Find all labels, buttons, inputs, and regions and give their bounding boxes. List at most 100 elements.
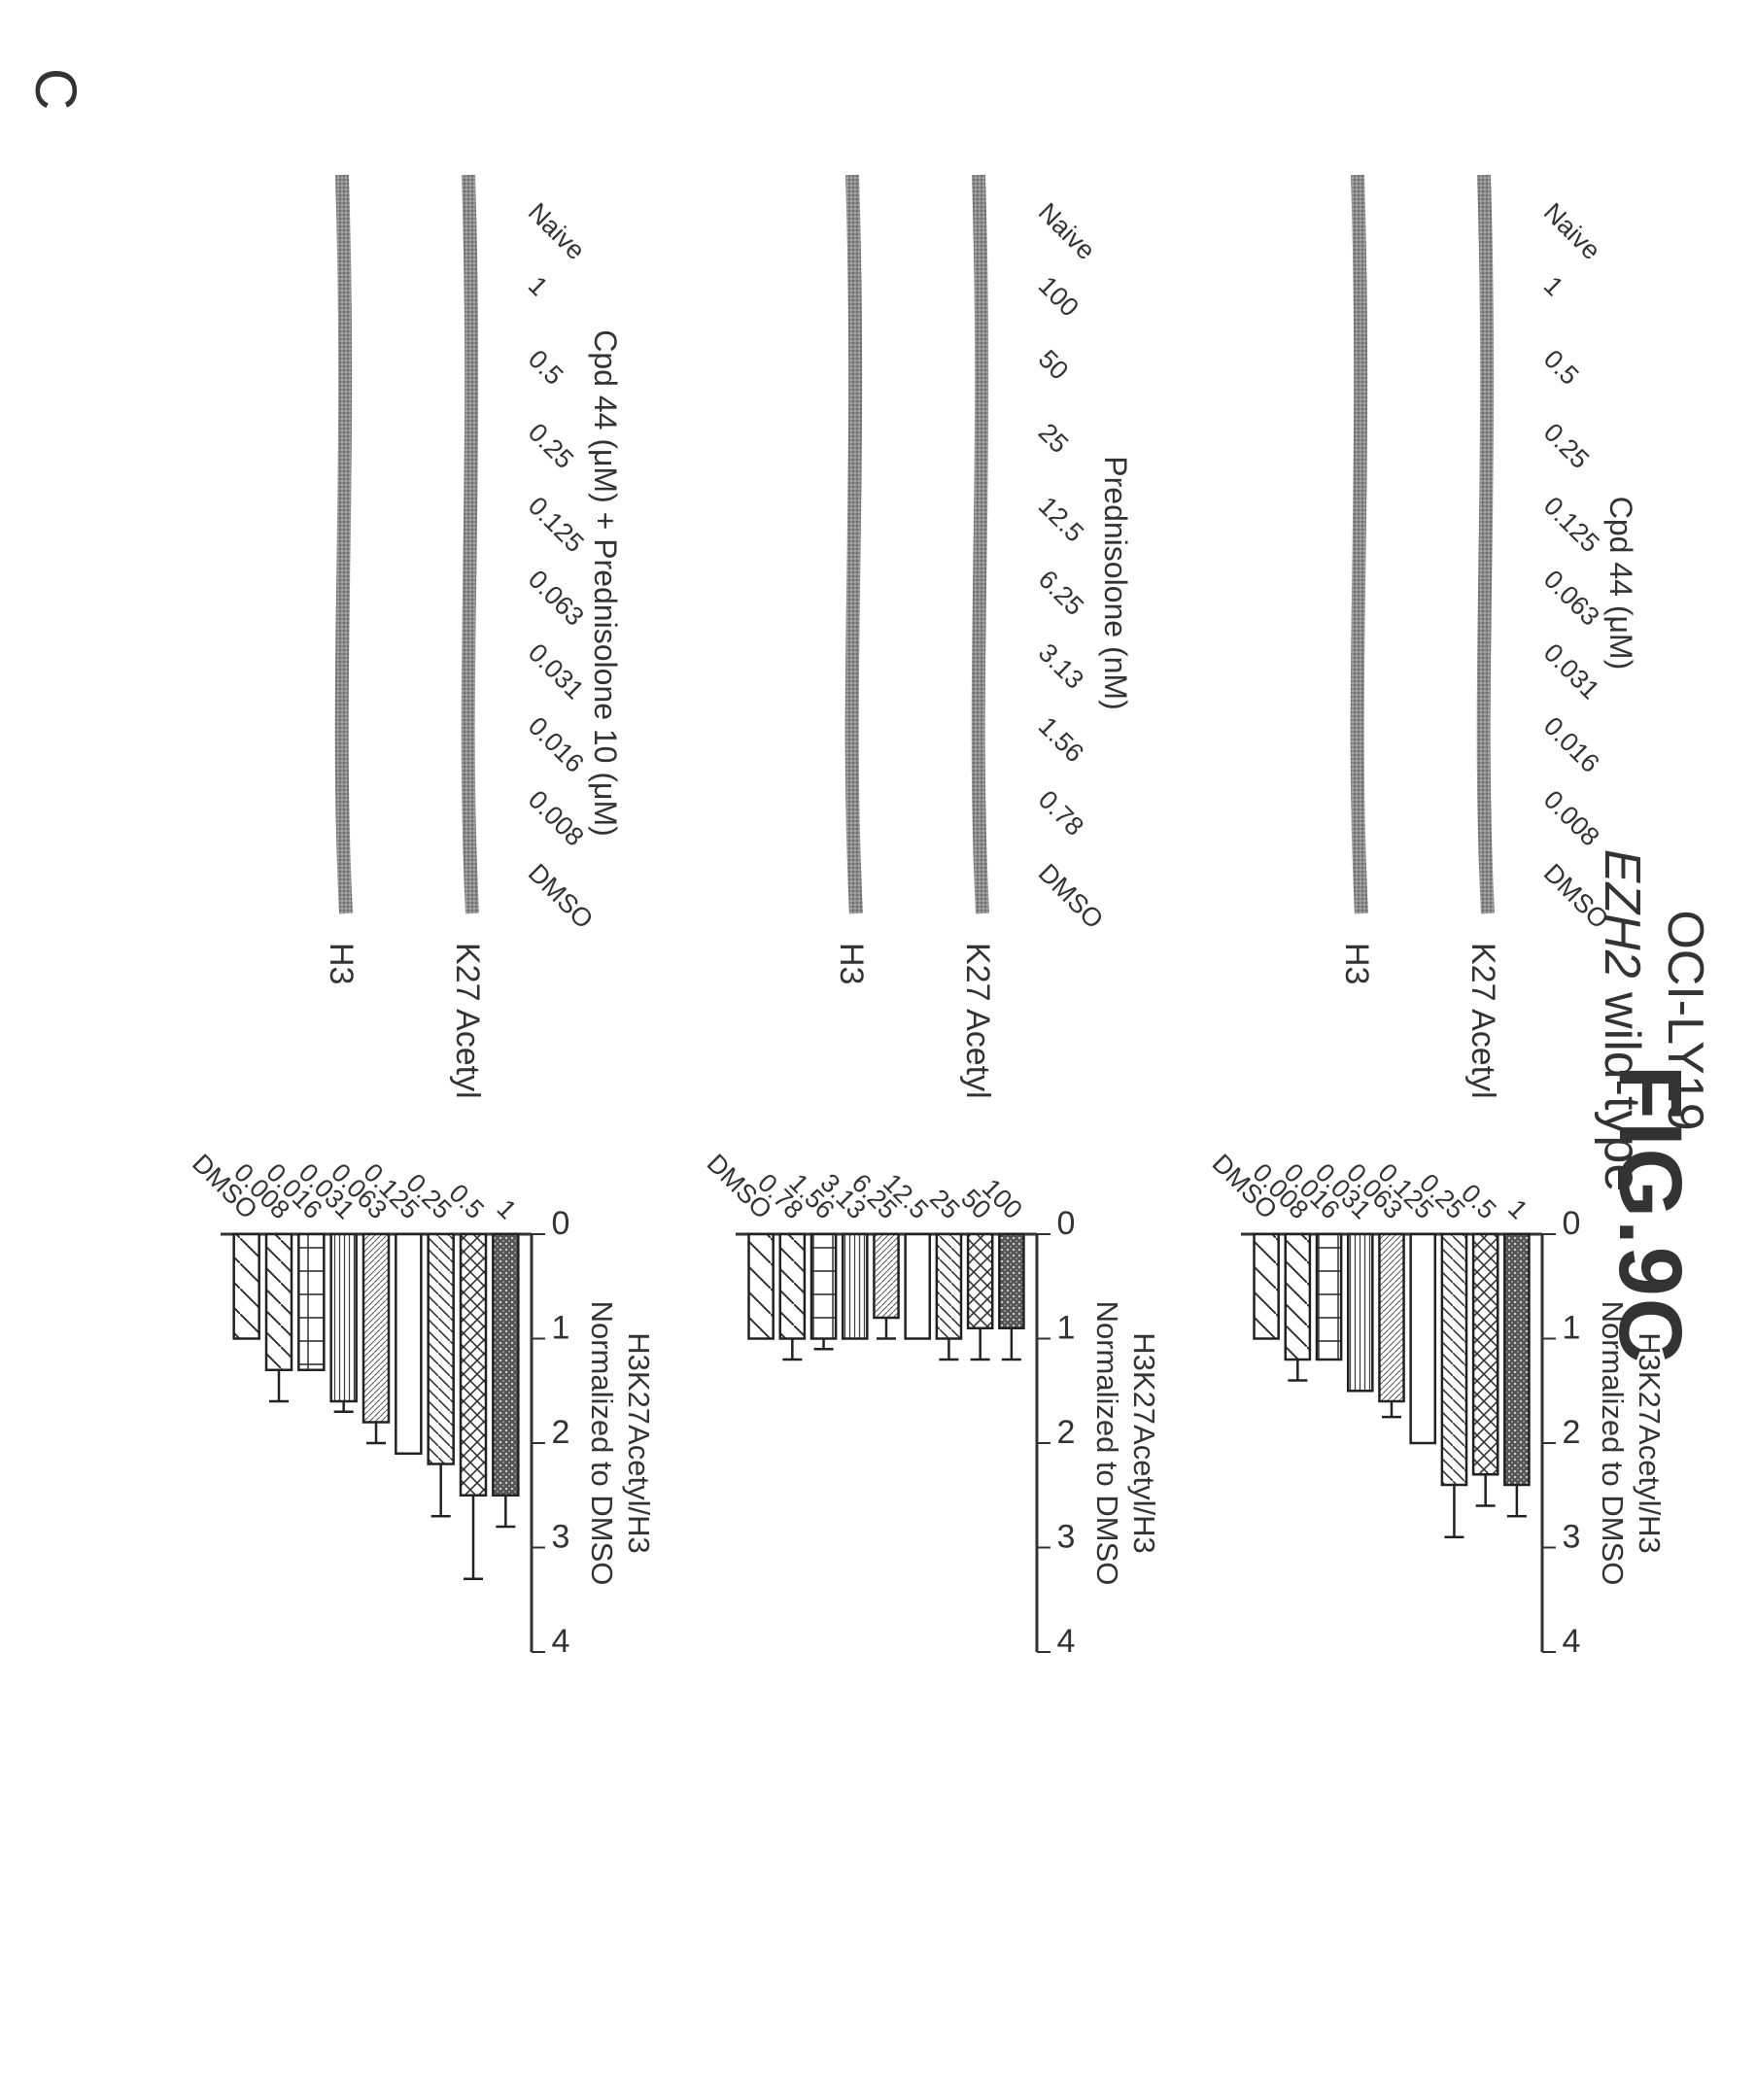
- blot-lane-label: 0.016: [523, 711, 590, 778]
- blot-lane-label: 12.5: [1033, 491, 1089, 547]
- blot-band-label: H3: [833, 943, 870, 984]
- blot-lane-label: 0.016: [1538, 711, 1605, 778]
- blot-lane-label: 0.125: [523, 491, 590, 558]
- value-axis-label: H3K27Acetyl/H3: [1633, 1332, 1667, 1553]
- blot-lane-label: 0.78: [1033, 784, 1089, 841]
- blot-lane-label: 0.008: [523, 784, 590, 851]
- bar: [1286, 1234, 1310, 1360]
- bar: [429, 1234, 454, 1464]
- value-tick-label: 0: [1057, 1205, 1076, 1242]
- blot-band-label: H3: [1338, 943, 1375, 984]
- blot-band-label: H3: [323, 943, 360, 984]
- blot-lane-label: 0.125: [1538, 491, 1605, 558]
- bar-chart-3: 01234H3K27Acetyl/H3Normalized to DMSO10.…: [187, 1149, 656, 1660]
- bar: [298, 1234, 324, 1370]
- blot-band: [1484, 175, 1488, 913]
- value-tick-label: 4: [1057, 1623, 1076, 1660]
- blot-lane-label: 0.25: [523, 418, 579, 474]
- bar: [461, 1234, 486, 1496]
- value-axis-label: H3K27Acetyl/H3: [622, 1332, 656, 1553]
- value-tick-label: 3: [1057, 1519, 1076, 1556]
- bar: [749, 1234, 774, 1339]
- value-tick-label: 3: [552, 1519, 570, 1556]
- blot-lane-label: 0.063: [523, 565, 590, 632]
- value-tick-label: 2: [1563, 1414, 1581, 1451]
- blot-lane-label: 0.063: [1538, 565, 1605, 632]
- blot-lane-label: 6.25: [1033, 565, 1089, 621]
- value-tick-label: 0: [552, 1205, 570, 1242]
- blot-lane-label: 1.56: [1033, 711, 1089, 768]
- bar: [937, 1234, 961, 1339]
- blot-condition-label: Cpd 44 (μM) + Prednisolone 10 (μM): [588, 329, 623, 837]
- bar: [1348, 1234, 1372, 1391]
- blot-band: [1358, 175, 1361, 913]
- panel-letter: C: [23, 68, 88, 110]
- blot-band: [979, 175, 982, 913]
- blot-lane-label: 1: [523, 271, 554, 302]
- blot-lane-label: Naive: [1033, 197, 1101, 265]
- category-tick-label: 1: [1502, 1193, 1533, 1224]
- blot-panel-2: Prednisolone (nM)Naive100502512.56.253.1…: [833, 175, 1133, 1099]
- blot-band-label: K27 Acetyl: [449, 943, 486, 1099]
- bar-chart-2: 01234H3K27Acetyl/H3Normalized to DMSO100…: [702, 1149, 1161, 1660]
- blot-band: [468, 175, 472, 913]
- blot-lane-label: 0.008: [1538, 784, 1605, 851]
- value-tick-label: 3: [1563, 1519, 1581, 1556]
- bar: [906, 1234, 930, 1339]
- blot-lane-label: 100: [1033, 271, 1085, 323]
- category-tick-label: 1: [491, 1193, 522, 1224]
- blot-lane-label: 0.031: [1538, 637, 1605, 705]
- bar: [234, 1234, 259, 1339]
- bar: [999, 1234, 1023, 1328]
- bar: [811, 1234, 836, 1339]
- bar: [363, 1234, 389, 1423]
- blot-lane-label: 0.25: [1538, 418, 1595, 474]
- western-blot-panels: Cpd 44 (μM)Naive10.50.250.1250.0630.0310…: [323, 175, 1638, 1099]
- value-tick-label: 1: [1563, 1310, 1581, 1347]
- bar: [1379, 1234, 1403, 1401]
- blot-lane-label: 0.5: [1538, 344, 1585, 391]
- blot-lane-label: Naive: [523, 197, 591, 265]
- blot-lane-label: 0.031: [523, 637, 590, 705]
- blot-lane-label: DMSO: [523, 858, 599, 934]
- bar: [1411, 1234, 1435, 1443]
- bar: [1504, 1234, 1529, 1485]
- bar: [843, 1234, 867, 1339]
- value-tick-label: 4: [552, 1623, 570, 1660]
- bar: [1255, 1234, 1279, 1339]
- bar: [1473, 1234, 1498, 1474]
- bar: [493, 1234, 518, 1496]
- bar: [266, 1234, 292, 1370]
- value-tick-label: 1: [552, 1310, 570, 1347]
- blot-condition-label: Cpd 44 (μM): [1603, 497, 1638, 670]
- blot-band: [852, 175, 856, 913]
- value-axis-label: Normalized to DMSO: [1596, 1301, 1630, 1586]
- blot-lane-label: 25: [1033, 418, 1074, 459]
- bar: [331, 1234, 357, 1401]
- blot-band-label: K27 Acetyl: [1464, 943, 1501, 1099]
- bar: [968, 1234, 992, 1328]
- blot-lane-label: DMSO: [1033, 858, 1109, 934]
- blot-band-label: K27 Acetyl: [959, 943, 996, 1099]
- value-tick-label: 0: [1563, 1205, 1581, 1242]
- blot-band: [342, 175, 346, 913]
- bar-chart-1: 01234H3K27Acetyl/H3Normalized to DMSO10.…: [1207, 1149, 1667, 1660]
- value-axis-label: Normalized to DMSO: [585, 1301, 619, 1586]
- blot-lane-label: 3.13: [1033, 637, 1089, 694]
- value-tick-label: 2: [552, 1414, 570, 1451]
- value-tick-label: 1: [1057, 1310, 1076, 1347]
- blot-lane-label: 1: [1538, 271, 1569, 302]
- blot-panel-3: Cpd 44 (μM) + Prednisolone 10 (μM) Naive 1…: [323, 175, 623, 1099]
- bar: [1442, 1234, 1466, 1485]
- blot-lane-label: 0.5: [523, 344, 569, 391]
- blot-lane-label: Naive: [1538, 197, 1606, 265]
- value-tick-label: 4: [1563, 1623, 1581, 1660]
- bar: [874, 1234, 898, 1318]
- bar: [1317, 1234, 1341, 1360]
- bar-chart-panels: 01234H3K27Acetyl/H3Normalized to DMSO10.…: [187, 1149, 1667, 1660]
- value-axis-label: H3K27Acetyl/H3: [1127, 1332, 1161, 1553]
- value-tick-label: 2: [1057, 1414, 1076, 1451]
- blot-condition-label: Prednisolone (nM): [1098, 456, 1133, 709]
